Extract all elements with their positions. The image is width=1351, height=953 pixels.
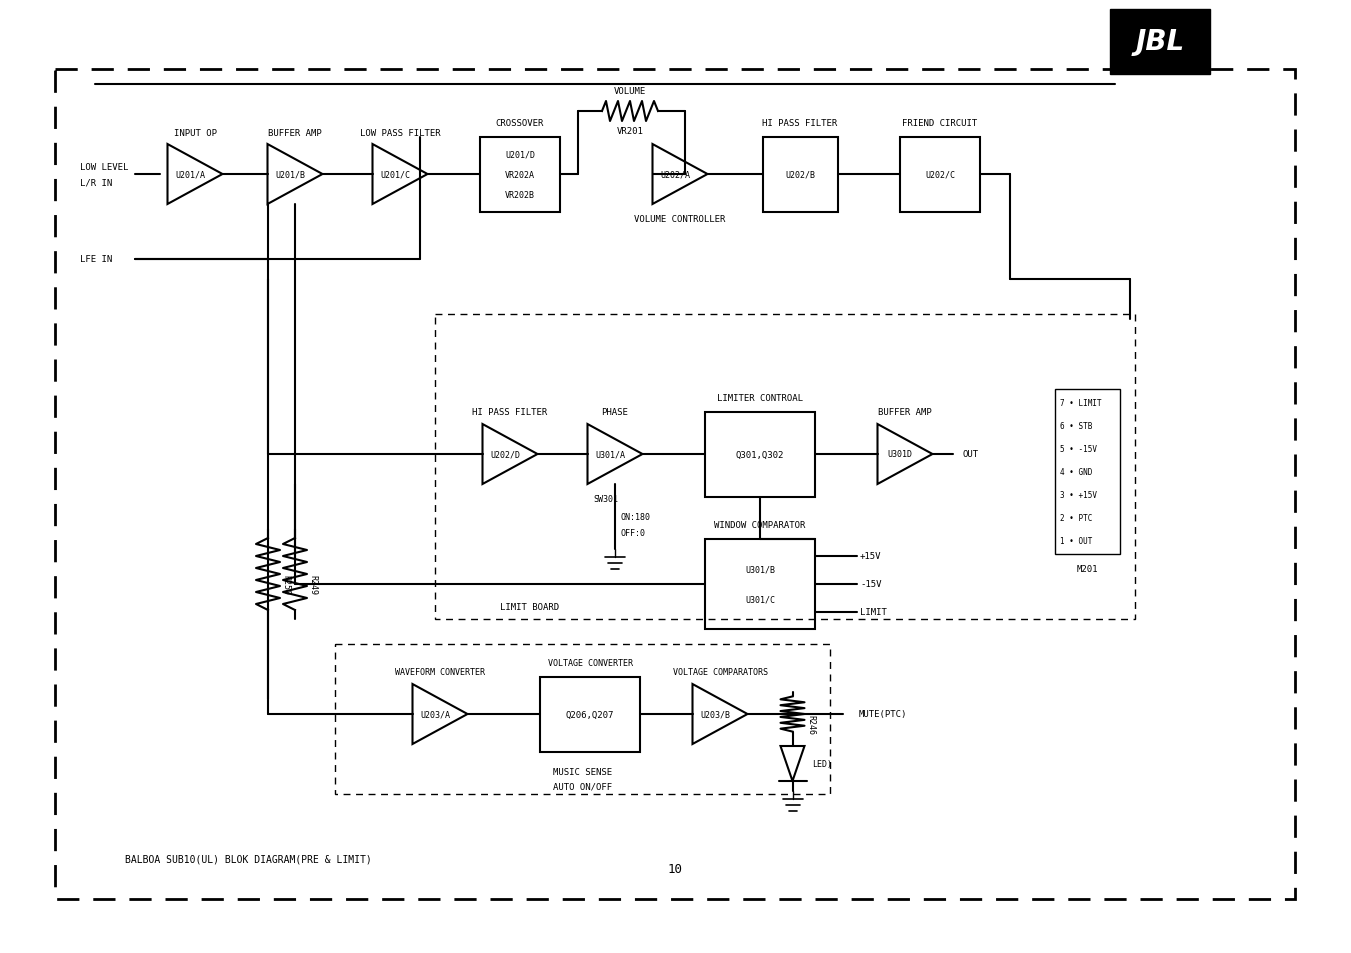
Text: U201/B: U201/B [276, 171, 305, 179]
Text: L/R IN: L/R IN [80, 178, 112, 188]
Bar [1055, 390, 1120, 555]
Text: R246: R246 [807, 714, 815, 734]
Text: WINDOW COMPARATOR: WINDOW COMPARATOR [715, 521, 805, 530]
Text: R249: R249 [308, 575, 317, 595]
Text: OUT: OUT [962, 450, 978, 459]
Text: U202/B: U202/B [785, 171, 815, 179]
Bar [1111, 10, 1210, 75]
Text: 5 • -15V: 5 • -15V [1061, 445, 1097, 454]
Text: U301/A: U301/A [594, 450, 626, 459]
Text: U203/A: U203/A [420, 710, 450, 719]
Bar [55, 70, 1296, 899]
Text: 7 • LIMIT: 7 • LIMIT [1061, 399, 1101, 408]
Text: MUTE(PTC): MUTE(PTC) [858, 710, 907, 719]
Bar [900, 137, 979, 213]
Bar [480, 137, 561, 213]
Text: U202/A: U202/A [661, 171, 690, 179]
Text: U301D: U301D [888, 450, 912, 459]
Text: LIMITER CONTROAL: LIMITER CONTROAL [717, 394, 802, 402]
Text: U201/D: U201/D [505, 151, 535, 159]
Text: INPUT OP: INPUT OP [173, 129, 216, 137]
Text: U201/C: U201/C [380, 171, 409, 179]
Text: U202/C: U202/C [925, 171, 955, 179]
Text: 4 • GND: 4 • GND [1061, 468, 1093, 477]
Text: 6 • STB: 6 • STB [1061, 422, 1093, 431]
Text: VR202A: VR202A [505, 171, 535, 179]
Text: VR201: VR201 [616, 128, 643, 136]
Text: R250: R250 [281, 575, 290, 595]
Text: ON:180: ON:180 [620, 513, 650, 522]
Bar [435, 314, 1135, 619]
Text: U201/A: U201/A [176, 171, 205, 179]
Text: VOLUME: VOLUME [613, 88, 646, 96]
Text: +15V: +15V [861, 552, 881, 561]
Text: BALBOA SUB10(UL) BLOK DIAGRAM(PRE & LIMIT): BALBOA SUB10(UL) BLOK DIAGRAM(PRE & LIMI… [126, 854, 372, 864]
Text: VOLUME CONTROLLER: VOLUME CONTROLLER [635, 214, 725, 223]
Text: AUTO ON/OFF: AUTO ON/OFF [553, 781, 612, 791]
Text: WAVEFORM CONVERTER: WAVEFORM CONVERTER [394, 668, 485, 677]
Bar [540, 677, 640, 752]
Text: LIMIT BOARD: LIMIT BOARD [500, 603, 559, 612]
Text: JBL: JBL [1135, 29, 1185, 56]
Text: 1 • OUT: 1 • OUT [1061, 537, 1093, 546]
Text: FRIEND CIRCUIT: FRIEND CIRCUIT [902, 119, 978, 128]
Text: HI PASS FILTER: HI PASS FILTER [473, 408, 547, 417]
Text: LED): LED) [812, 760, 832, 768]
Bar [705, 539, 815, 629]
Text: U301/C: U301/C [744, 595, 775, 604]
Text: M201: M201 [1077, 565, 1098, 574]
Text: PHASE: PHASE [601, 408, 628, 417]
Text: 2 • PTC: 2 • PTC [1061, 514, 1093, 523]
Text: VOLTAGE CONVERTER: VOLTAGE CONVERTER [547, 659, 632, 667]
Text: OFF:0: OFF:0 [620, 529, 644, 537]
Bar [705, 412, 815, 497]
Text: MUSIC SENSE: MUSIC SENSE [553, 768, 612, 777]
Text: VOLTAGE COMPARATORS: VOLTAGE COMPARATORS [673, 668, 767, 677]
Text: CROSSOVER: CROSSOVER [496, 119, 544, 128]
Text: BUFFER AMP: BUFFER AMP [267, 129, 322, 137]
Text: -15V: -15V [861, 579, 881, 589]
Text: VR202B: VR202B [505, 191, 535, 199]
Text: U301/B: U301/B [744, 565, 775, 574]
Text: HI PASS FILTER: HI PASS FILTER [762, 119, 838, 128]
Text: Q301,Q302: Q301,Q302 [736, 450, 784, 459]
Text: BUFFER AMP: BUFFER AMP [878, 408, 932, 417]
Text: SW301: SW301 [593, 495, 617, 504]
Text: U203/B: U203/B [700, 710, 730, 719]
Bar [762, 137, 838, 213]
Bar [335, 644, 830, 794]
Text: LOW LEVEL: LOW LEVEL [80, 162, 128, 172]
Text: Q206,Q207: Q206,Q207 [566, 710, 615, 719]
Text: LOW PASS FILTER: LOW PASS FILTER [359, 129, 440, 137]
Text: LFE IN: LFE IN [80, 255, 112, 264]
Text: 10: 10 [667, 862, 684, 876]
Text: 3 • +15V: 3 • +15V [1061, 491, 1097, 500]
Text: LIMIT: LIMIT [861, 608, 886, 617]
Text: U202/D: U202/D [490, 450, 520, 459]
